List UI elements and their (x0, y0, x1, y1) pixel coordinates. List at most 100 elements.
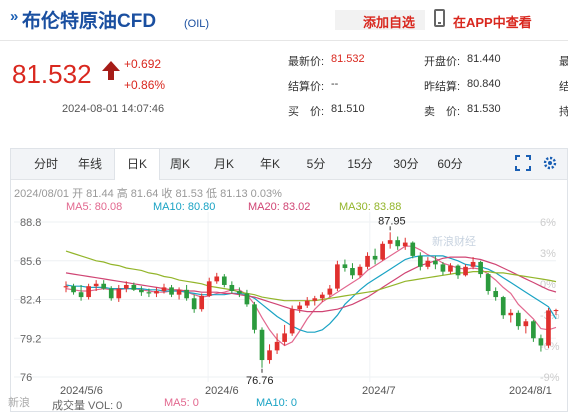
tab-5min[interactable]: 5分 (306, 157, 326, 171)
candle (139, 289, 144, 293)
candle (546, 310, 551, 346)
tab-intraday[interactable]: 分时 (33, 157, 58, 171)
candle (184, 289, 189, 299)
ma-line-ma5 (65, 245, 557, 347)
candle (485, 274, 491, 292)
candle (417, 255, 423, 267)
candle (169, 287, 174, 295)
candle (478, 261, 483, 275)
period-tab-bar (11, 149, 567, 180)
y-tick-label: 82.4 (20, 295, 41, 307)
add-watchlist-button[interactable] (335, 10, 425, 30)
candle (387, 240, 393, 244)
double-chevron-icon[interactable]: » (10, 8, 19, 25)
candle (342, 264, 348, 269)
low-label: 76.76 (246, 375, 274, 387)
candle (470, 261, 476, 267)
fullscreen-icon[interactable] (515, 155, 531, 171)
ma-line-ma30 (65, 250, 557, 302)
candle (161, 287, 167, 292)
field-label-cut-3: 持 (559, 106, 568, 118)
candle (500, 297, 506, 316)
candle (229, 284, 235, 292)
tab-daily-k[interactable]: 日K (114, 149, 160, 180)
field-value-settle: -- (331, 78, 339, 90)
volume-ma10: MA10: 0 (256, 397, 297, 409)
price-change-percent: +0.86% (124, 78, 166, 92)
instrument-code: (OIL) (184, 18, 210, 30)
candle (93, 283, 99, 287)
ma30-legend: MA30: 83.88 (339, 201, 402, 213)
candle (365, 255, 370, 267)
tab-monthly-k[interactable]: 月K (213, 157, 234, 171)
tab-15min[interactable]: 15分 (347, 157, 373, 171)
candle (101, 283, 107, 289)
field-label-cut-1: 最 (559, 56, 568, 68)
field-label-ask: 卖 价: (424, 106, 461, 118)
candle (372, 255, 378, 260)
last-price: 81.532 (12, 59, 92, 89)
x-tick-label: 2024/6 (205, 385, 239, 397)
percent-tick-label: 3% (540, 248, 556, 260)
candle (395, 240, 401, 247)
open-in-app-link[interactable]: 在APP中查看 (453, 15, 532, 30)
candle (116, 288, 122, 299)
field-value-last: 81.532 (331, 53, 365, 65)
volume-label: 成交量 VOL: 0 (52, 400, 123, 412)
field-label-cut-2: 结 (559, 81, 568, 93)
candle (319, 294, 325, 299)
quote-time: 2024-08-01 14:07:46 (62, 103, 165, 115)
candle (312, 298, 318, 301)
tab-yearline[interactable]: 年线 (77, 157, 102, 171)
candle (123, 284, 129, 289)
candle (214, 276, 220, 282)
candle (146, 292, 152, 294)
tab-weekly-k[interactable]: 周K (169, 157, 190, 171)
tab-60min[interactable]: 60分 (437, 157, 463, 171)
field-label-bid: 买 价: (288, 106, 325, 118)
candle (244, 293, 250, 305)
settings-icon[interactable] (542, 155, 558, 171)
ohlc-summary: 2024/08/01 开 81.44 高 81.64 收 81.53 低 81.… (14, 188, 282, 200)
candle (267, 350, 272, 361)
candle (237, 291, 242, 294)
ma-line-ma20 (65, 256, 557, 313)
candle (274, 341, 280, 351)
y-tick-label: 79.2 (20, 333, 41, 345)
candle (508, 312, 514, 316)
watermark: 新浪财经 (432, 236, 476, 248)
phone-icon[interactable] (434, 9, 445, 27)
up-arrow-icon (102, 61, 120, 80)
candle (531, 321, 536, 339)
candle (463, 266, 468, 276)
tab-yearly-k[interactable]: 年K (259, 157, 280, 171)
candle (221, 276, 227, 285)
high-label: 87.95 (378, 215, 406, 227)
ma5-legend: MA5: 80.08 (66, 201, 123, 213)
x-tick-label: 2024/8/1 (509, 385, 552, 397)
percent-tick-label: -9% (540, 372, 560, 384)
add-watchlist-label[interactable]: 添加自选 (363, 15, 416, 30)
field-value-prev-settle: 80.840 (467, 78, 501, 90)
candle (176, 289, 182, 295)
candle (350, 268, 355, 276)
candle (131, 284, 137, 290)
tab-30min[interactable]: 30分 (393, 157, 419, 171)
field-value-open: 81.440 (467, 53, 501, 65)
price-change: +0.692 (124, 57, 162, 71)
field-label-last: 最新价: (288, 56, 325, 68)
candle (515, 312, 521, 327)
ma20-legend: MA20: 83.02 (248, 201, 311, 213)
candle (252, 304, 257, 330)
candle (63, 286, 69, 288)
field-value-ask: 81.530 (467, 103, 501, 115)
candle (433, 260, 438, 265)
x-tick-label: 2024/7 (362, 385, 396, 397)
candle (553, 310, 559, 312)
candle (425, 260, 431, 267)
candle (282, 333, 287, 342)
candle (297, 305, 303, 310)
candle (493, 291, 499, 298)
candle (538, 338, 544, 346)
